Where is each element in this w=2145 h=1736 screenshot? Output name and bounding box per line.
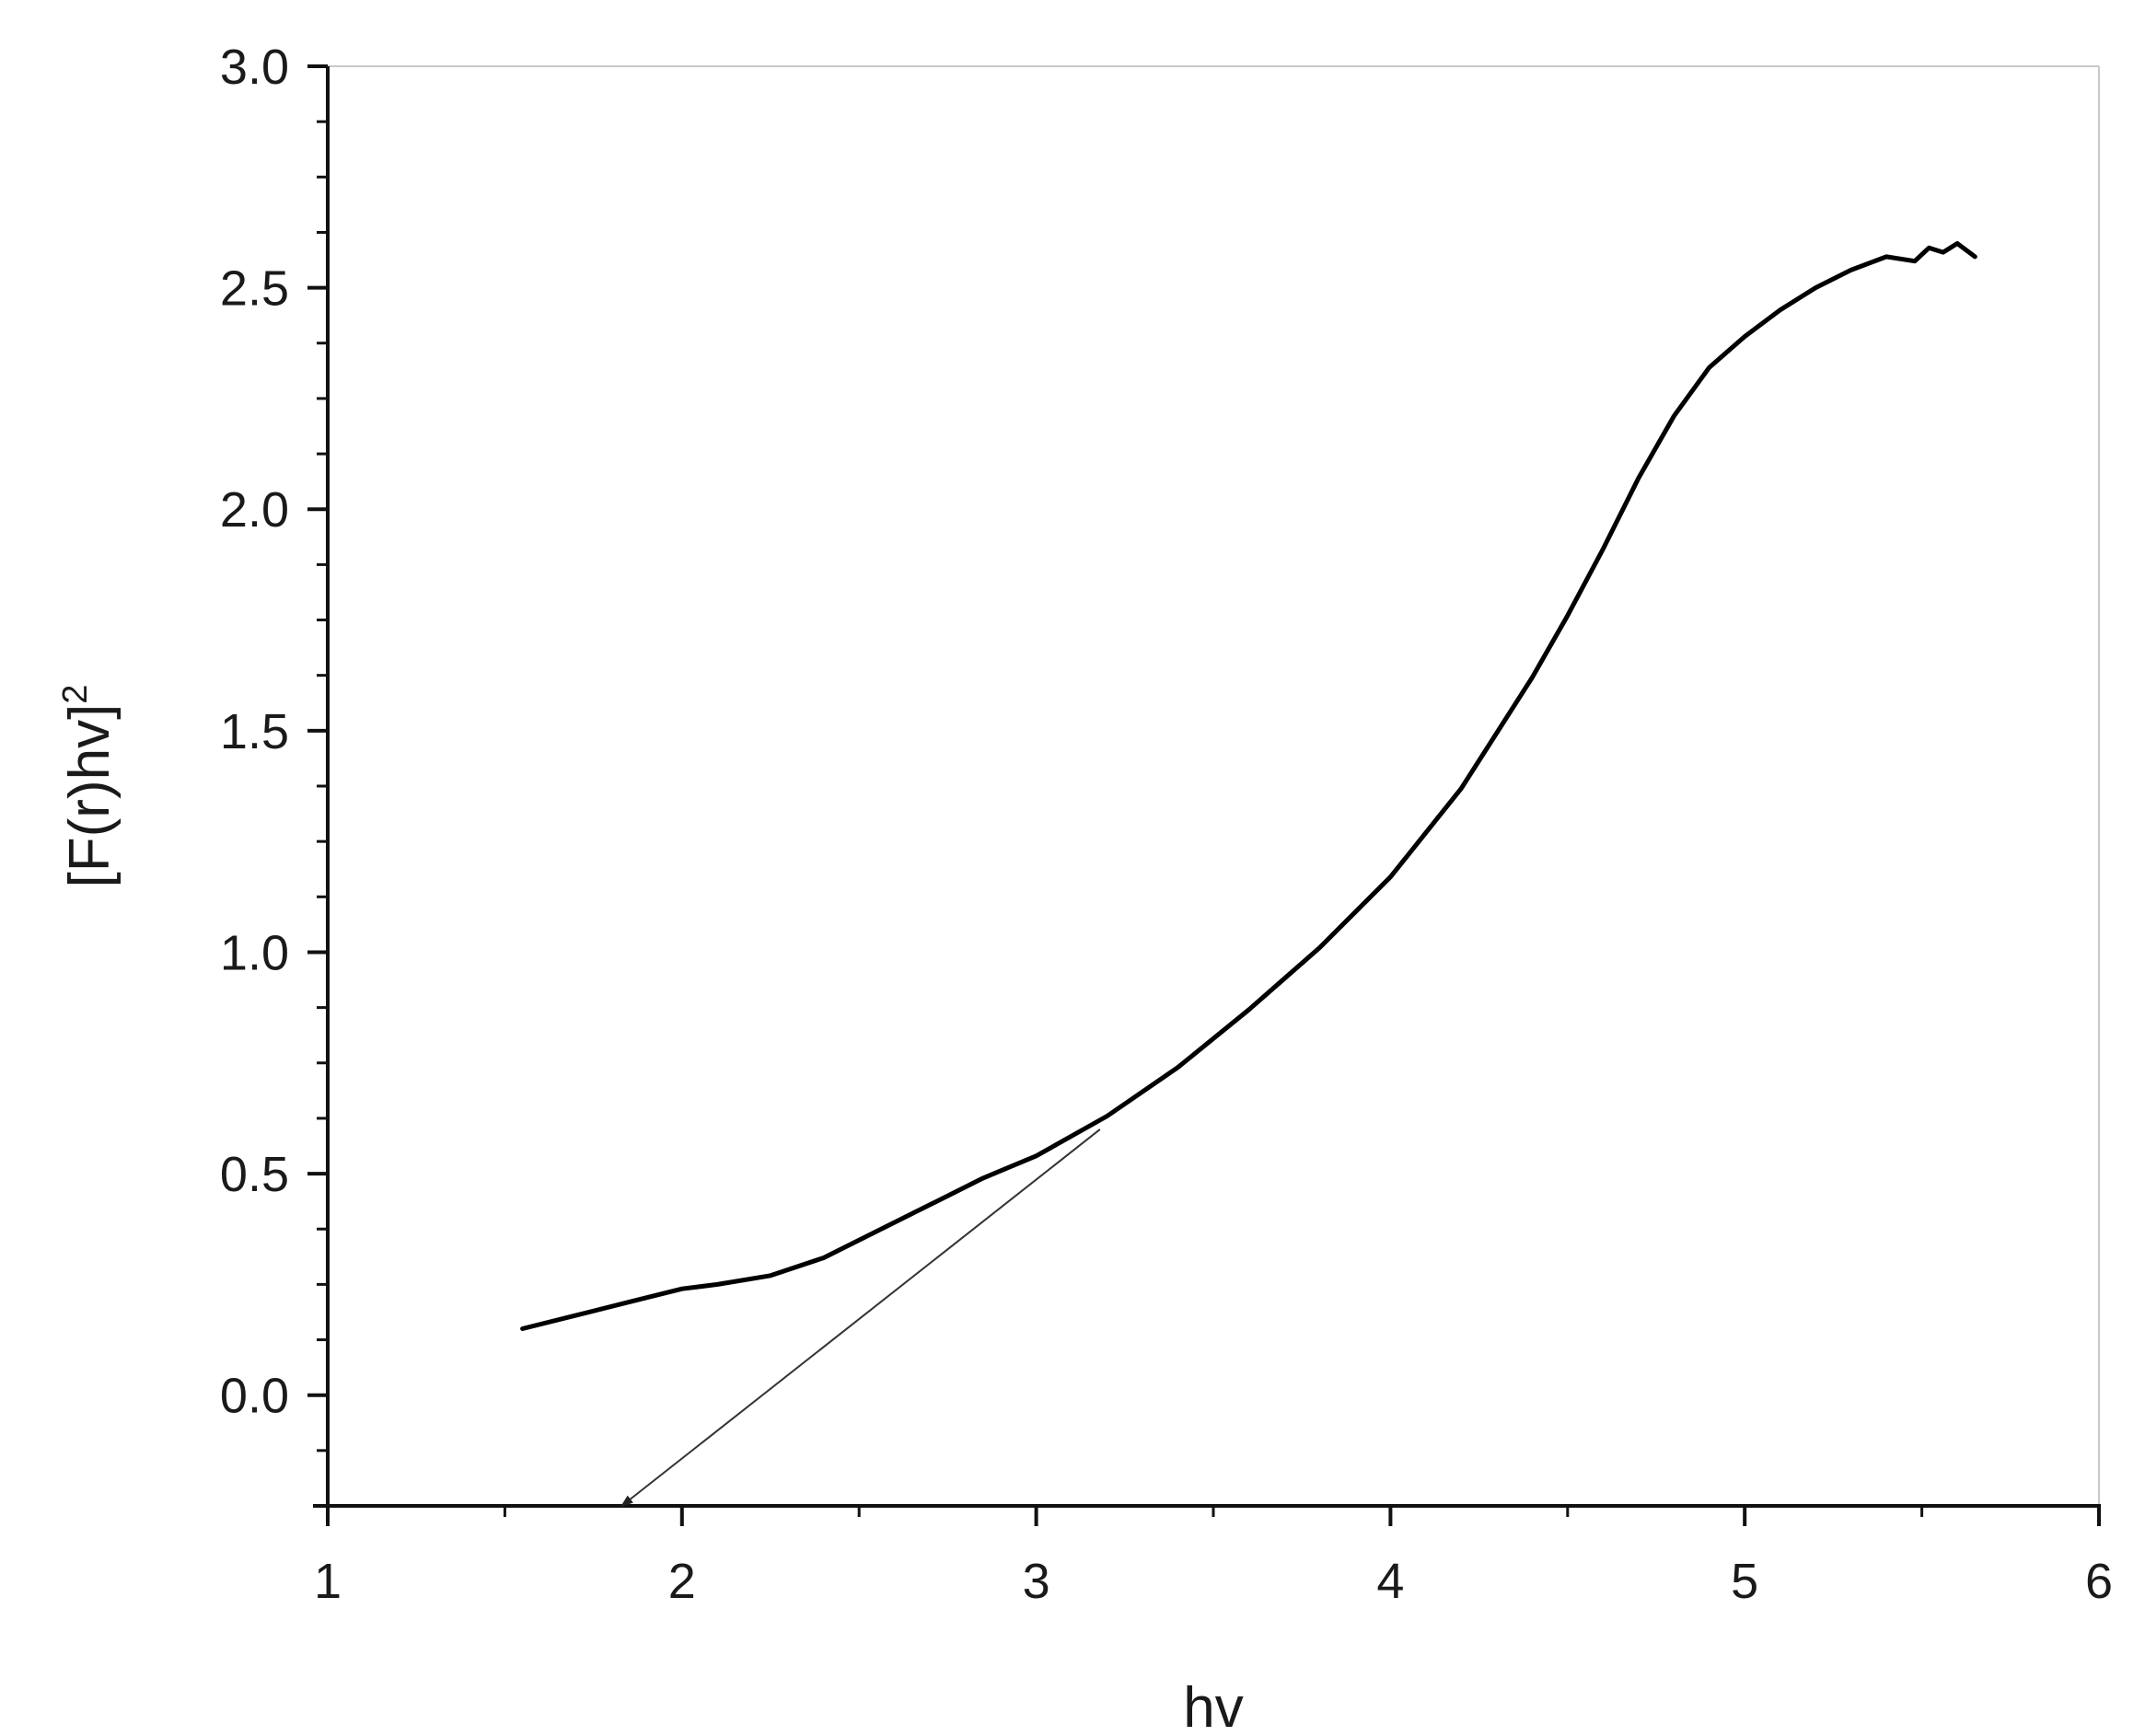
y-axis-title-superscript: 2 — [56, 685, 95, 704]
y-axis-title: [F(r)hv]2 — [56, 685, 122, 888]
x-tick-label: 2 — [668, 1554, 696, 1609]
y-tick-label: 2.0 — [220, 482, 289, 538]
x-tick-label: 5 — [1731, 1554, 1758, 1609]
y-tick-label: 2.5 — [220, 261, 289, 317]
x-tick-label: 3 — [1023, 1554, 1050, 1609]
x-tick-label: 4 — [1376, 1554, 1404, 1609]
y-tick-label: 0.0 — [220, 1369, 289, 1424]
series-line — [520, 241, 1977, 1331]
x-tick-label: 6 — [2085, 1554, 2113, 1609]
annotations — [620, 1128, 1101, 1508]
series-layer — [520, 241, 1977, 1331]
y-axis-title-main: [F(r)hv] — [58, 704, 122, 888]
axis-ticks — [307, 64, 2101, 1526]
y-tick-label: 1.0 — [220, 925, 289, 980]
tangent-arrow — [620, 1128, 1101, 1508]
tick-labels: 1 2 3 4 5 6 0.0 0.5 1.0 1.5 2.0 2.5 3.0 — [220, 40, 2113, 1609]
y-tick-label: 3.0 — [220, 40, 289, 95]
plot-frame — [313, 65, 2101, 1521]
x-axis-title: hv — [1183, 1676, 1243, 1736]
y-tick-label: 1.5 — [220, 704, 289, 759]
y-tick-label: 0.5 — [220, 1147, 289, 1202]
x-tick-label: 1 — [314, 1554, 342, 1609]
